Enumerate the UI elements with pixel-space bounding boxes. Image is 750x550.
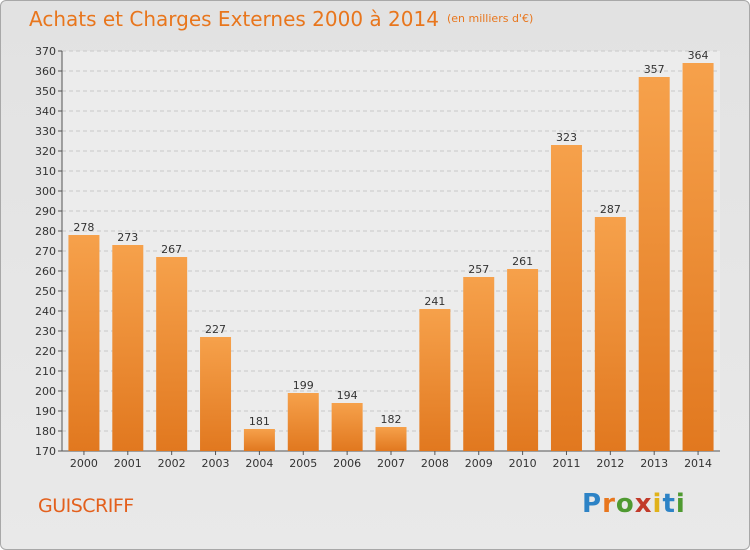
y-tick-label: 370 xyxy=(35,45,56,58)
x-tick-label: 2004 xyxy=(245,457,273,470)
x-tick-label: 2009 xyxy=(465,457,493,470)
bar xyxy=(463,277,495,451)
data-label: 267 xyxy=(161,243,182,256)
bar xyxy=(112,245,144,451)
bar xyxy=(419,309,451,451)
data-label: 273 xyxy=(117,231,138,244)
data-label: 257 xyxy=(468,263,489,276)
y-tick-label: 210 xyxy=(35,365,56,378)
y-tick-label: 270 xyxy=(35,245,56,258)
data-label: 182 xyxy=(381,413,402,426)
bar xyxy=(594,217,626,451)
x-tick-label: 2010 xyxy=(509,457,537,470)
y-tick-label: 330 xyxy=(35,125,56,138)
bar xyxy=(507,269,539,451)
y-tick-label: 310 xyxy=(35,165,56,178)
x-tick-label: 2011 xyxy=(552,457,580,470)
x-tick-label: 2008 xyxy=(421,457,449,470)
bar xyxy=(287,393,319,451)
data-label: 241 xyxy=(424,295,445,308)
y-tick-label: 220 xyxy=(35,345,56,358)
x-tick-label: 2003 xyxy=(202,457,230,470)
x-tick-label: 2013 xyxy=(640,457,668,470)
y-tick-label: 280 xyxy=(35,225,56,238)
y-tick-label: 360 xyxy=(35,65,56,78)
x-tick-label: 2001 xyxy=(114,457,142,470)
data-label: 357 xyxy=(644,63,665,76)
data-label: 194 xyxy=(337,389,358,402)
data-label: 261 xyxy=(512,255,533,268)
data-label: 227 xyxy=(205,323,226,336)
x-tick-label: 2000 xyxy=(70,457,98,470)
bar xyxy=(156,257,188,451)
bar xyxy=(682,63,714,451)
bar xyxy=(638,77,670,451)
y-tick-label: 190 xyxy=(35,405,56,418)
y-tick-label: 200 xyxy=(35,385,56,398)
x-tick-label: 2006 xyxy=(333,457,361,470)
y-tick-label: 300 xyxy=(35,185,56,198)
data-label: 323 xyxy=(556,131,577,144)
data-label: 181 xyxy=(249,415,270,428)
y-tick-label: 260 xyxy=(35,265,56,278)
y-tick-label: 320 xyxy=(35,145,56,158)
x-tick-label: 2014 xyxy=(684,457,712,470)
data-label: 199 xyxy=(293,379,314,392)
bar xyxy=(375,427,407,451)
proxiti-logo[interactable]: Proxiti xyxy=(582,489,686,519)
data-label: 364 xyxy=(688,49,709,62)
y-tick-label: 240 xyxy=(35,305,56,318)
data-label: 278 xyxy=(73,221,94,234)
y-tick-label: 340 xyxy=(35,105,56,118)
data-label: 287 xyxy=(600,203,621,216)
bar xyxy=(331,403,363,451)
bar xyxy=(200,337,232,451)
y-tick-label: 170 xyxy=(35,445,56,458)
y-tick-label: 230 xyxy=(35,325,56,338)
bar xyxy=(243,429,275,451)
y-tick-label: 290 xyxy=(35,205,56,218)
y-tick-label: 180 xyxy=(35,425,56,438)
x-tick-label: 2007 xyxy=(377,457,405,470)
bar xyxy=(550,145,582,451)
x-tick-label: 2012 xyxy=(596,457,624,470)
title-text: Achats et Charges Externes 2000 à 2014 xyxy=(29,7,439,31)
x-tick-label: 2005 xyxy=(289,457,317,470)
city-name: GUISCRIFF xyxy=(38,495,134,517)
y-tick-label: 250 xyxy=(35,285,56,298)
chart-title: Achats et Charges Externes 2000 à 2014 (e… xyxy=(29,7,533,31)
title-unit: (en milliers d'€) xyxy=(446,12,534,25)
x-tick-label: 2002 xyxy=(158,457,186,470)
y-tick-label: 350 xyxy=(35,85,56,98)
bar xyxy=(68,235,100,451)
